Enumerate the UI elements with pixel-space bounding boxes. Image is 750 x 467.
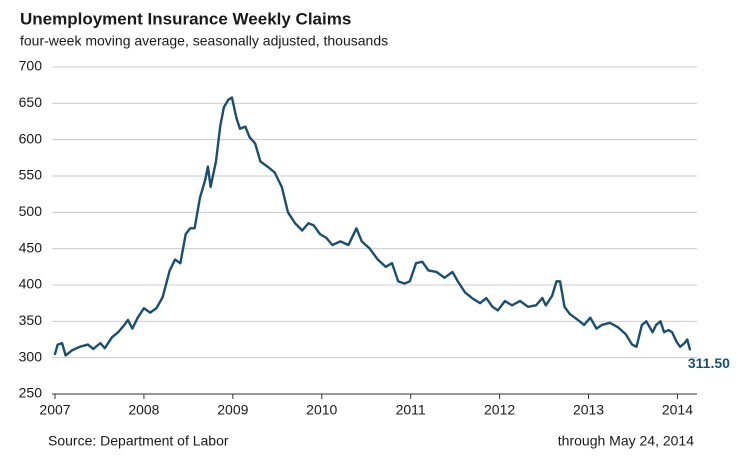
y-tick-label: 500 bbox=[19, 203, 43, 219]
y-tick-label: 550 bbox=[19, 167, 43, 183]
x-tick-label: 2014 bbox=[662, 402, 693, 418]
data-line bbox=[53, 96, 692, 357]
date-note: through May 24, 2014 bbox=[558, 433, 694, 449]
x-tick-label: 2010 bbox=[306, 402, 337, 418]
y-tick-label: 700 bbox=[19, 58, 43, 74]
x-tick-label: 2009 bbox=[217, 402, 248, 418]
y-tick-label: 400 bbox=[19, 276, 43, 292]
x-tick-label: 2013 bbox=[573, 402, 604, 418]
chart-subtitle: four-week moving average, seasonally adj… bbox=[20, 33, 388, 49]
y-tick-label: 250 bbox=[19, 385, 43, 401]
x-tick-label: 2012 bbox=[484, 402, 515, 418]
value-label: 311.50 bbox=[688, 355, 730, 371]
y-tick-label: 650 bbox=[19, 94, 43, 110]
x-tick-label: 2008 bbox=[128, 402, 159, 418]
x-tick-label: 2011 bbox=[396, 402, 426, 418]
chart-title: Unemployment Insurance Weekly Claims bbox=[20, 9, 351, 28]
y-tick-label: 600 bbox=[19, 130, 43, 146]
y-tick-label: 300 bbox=[19, 348, 43, 364]
y-tick-label: 350 bbox=[19, 312, 43, 328]
x-tick-label: 2007 bbox=[39, 402, 70, 418]
y-tick-label: 450 bbox=[19, 239, 43, 255]
source-note: Source: Department of Labor bbox=[48, 433, 229, 449]
